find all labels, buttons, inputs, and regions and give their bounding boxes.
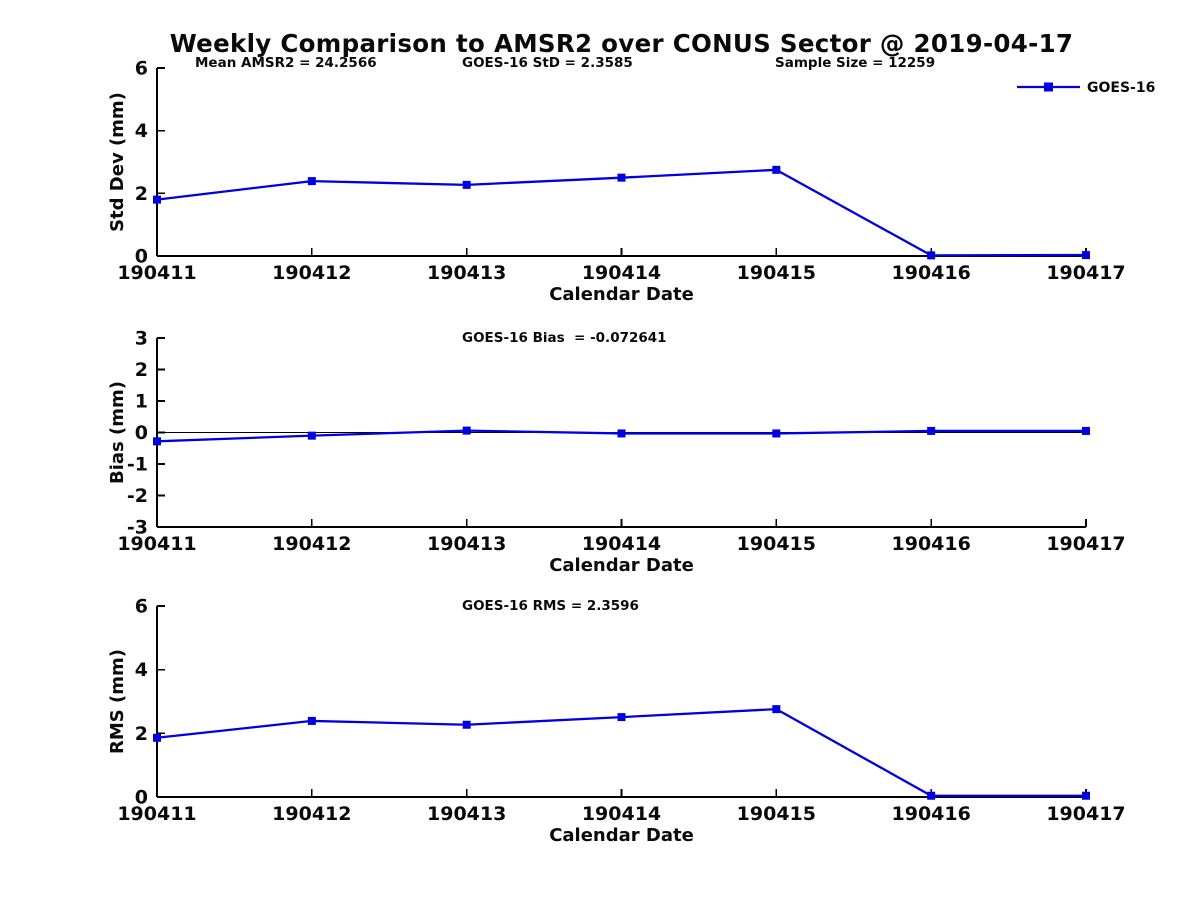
axes xyxy=(156,67,1087,257)
data-point xyxy=(772,165,781,174)
data-point xyxy=(307,431,316,440)
y-tick-label: 2 xyxy=(135,359,148,381)
stat-annotation: GOES-16 StD = 2.3585 xyxy=(462,55,633,71)
data-point xyxy=(462,426,471,435)
y-tick-label: -2 xyxy=(127,485,148,507)
y-tick-label: 4 xyxy=(135,120,148,142)
data-point xyxy=(617,173,626,182)
data-point xyxy=(772,429,781,438)
data-point xyxy=(1082,791,1090,800)
stat-annotation: GOES-16 RMS = 2.3596 xyxy=(462,598,639,614)
x-tick-label: 190414 xyxy=(582,533,661,555)
x-tick-label: 190415 xyxy=(737,262,816,284)
y-tick-label: 1 xyxy=(135,391,148,413)
y-tick-label: 2 xyxy=(135,183,148,205)
x-tick-label: 190412 xyxy=(272,533,351,555)
x-tick-label: 190416 xyxy=(892,533,971,555)
stat-annotation: GOES-16 Bias = -0.072641 xyxy=(462,330,667,346)
y-tick-label: 3 xyxy=(135,328,148,350)
y-tick-label: 0 xyxy=(135,422,148,444)
x-tick-label: 190412 xyxy=(272,262,351,284)
y-tick-label: 0 xyxy=(135,246,148,268)
data-point xyxy=(927,426,936,435)
y-axis-label: Bias (mm) xyxy=(107,381,128,484)
y-tick-label: 6 xyxy=(135,596,148,618)
data-point xyxy=(153,195,161,204)
data-point xyxy=(153,733,161,742)
x-tick-label: 190417 xyxy=(1046,262,1125,284)
legend-label: GOES-16 xyxy=(1087,80,1155,96)
y-tick-label: 4 xyxy=(135,659,148,681)
x-axis-label: Calendar Date xyxy=(549,284,694,305)
x-tick-label: 190415 xyxy=(737,803,816,825)
x-tick-label: 190417 xyxy=(1046,803,1125,825)
data-line xyxy=(156,168,1087,257)
x-tick-label: 190411 xyxy=(117,803,196,825)
data-point xyxy=(307,716,316,725)
stat-annotation: Mean AMSR2 = 24.2566 xyxy=(195,55,377,71)
figure-title: Weekly Comparison to AMSR2 over CONUS Se… xyxy=(169,29,1074,58)
y-tick-label: 0 xyxy=(135,787,148,809)
x-tick-label: 190416 xyxy=(892,262,971,284)
y-axis-label: RMS (mm) xyxy=(107,649,128,754)
x-tick-label: 190414 xyxy=(582,803,661,825)
data-point xyxy=(462,180,471,189)
data-point xyxy=(617,429,626,438)
x-tick-label: 190413 xyxy=(427,533,506,555)
y-tick-label: -3 xyxy=(127,517,148,539)
data-point xyxy=(307,177,316,186)
data-point xyxy=(1082,426,1090,435)
data-point xyxy=(1082,251,1090,260)
data-point xyxy=(772,705,781,714)
axes xyxy=(156,605,1087,798)
data-point xyxy=(617,713,626,722)
x-tick-label: 190413 xyxy=(427,803,506,825)
data-point xyxy=(927,251,936,260)
x-tick-label: 190416 xyxy=(892,803,971,825)
subplot-2: -3 -2 -1 0 1 2 3 190411 190412 190413 190414 190415… xyxy=(107,328,1126,577)
stat-annotation: Sample Size = 12259 xyxy=(775,55,935,71)
x-tick-label: 190415 xyxy=(737,533,816,555)
x-tick-label: 190412 xyxy=(272,803,351,825)
x-axis-label: Calendar Date xyxy=(549,825,694,846)
data-point xyxy=(153,437,161,446)
x-tick-label: 190411 xyxy=(117,262,196,284)
y-tick-label: 2 xyxy=(135,723,148,745)
subplot-1: 0 2 4 6 190411 190412 190413 190414 190415 190416… xyxy=(107,55,1155,305)
subplot-3: 0 2 4 6 190411 190412 190413 190414 190415 190416… xyxy=(107,596,1126,847)
y-tick-label: 6 xyxy=(135,58,148,80)
x-tick-label: 190413 xyxy=(427,262,506,284)
data-point xyxy=(462,720,471,729)
legend: GOES-16 xyxy=(1017,80,1155,96)
y-tick-label: -1 xyxy=(127,454,148,476)
x-tick-label: 190417 xyxy=(1046,533,1125,555)
data-point xyxy=(927,791,936,800)
legend-marker xyxy=(1044,82,1053,92)
x-tick-label: 190414 xyxy=(582,262,661,284)
x-tick-label: 190411 xyxy=(117,533,196,555)
data-line xyxy=(156,707,1086,797)
y-axis-label: Std Dev (mm) xyxy=(107,92,128,232)
x-axis-label: Calendar Date xyxy=(549,555,694,576)
